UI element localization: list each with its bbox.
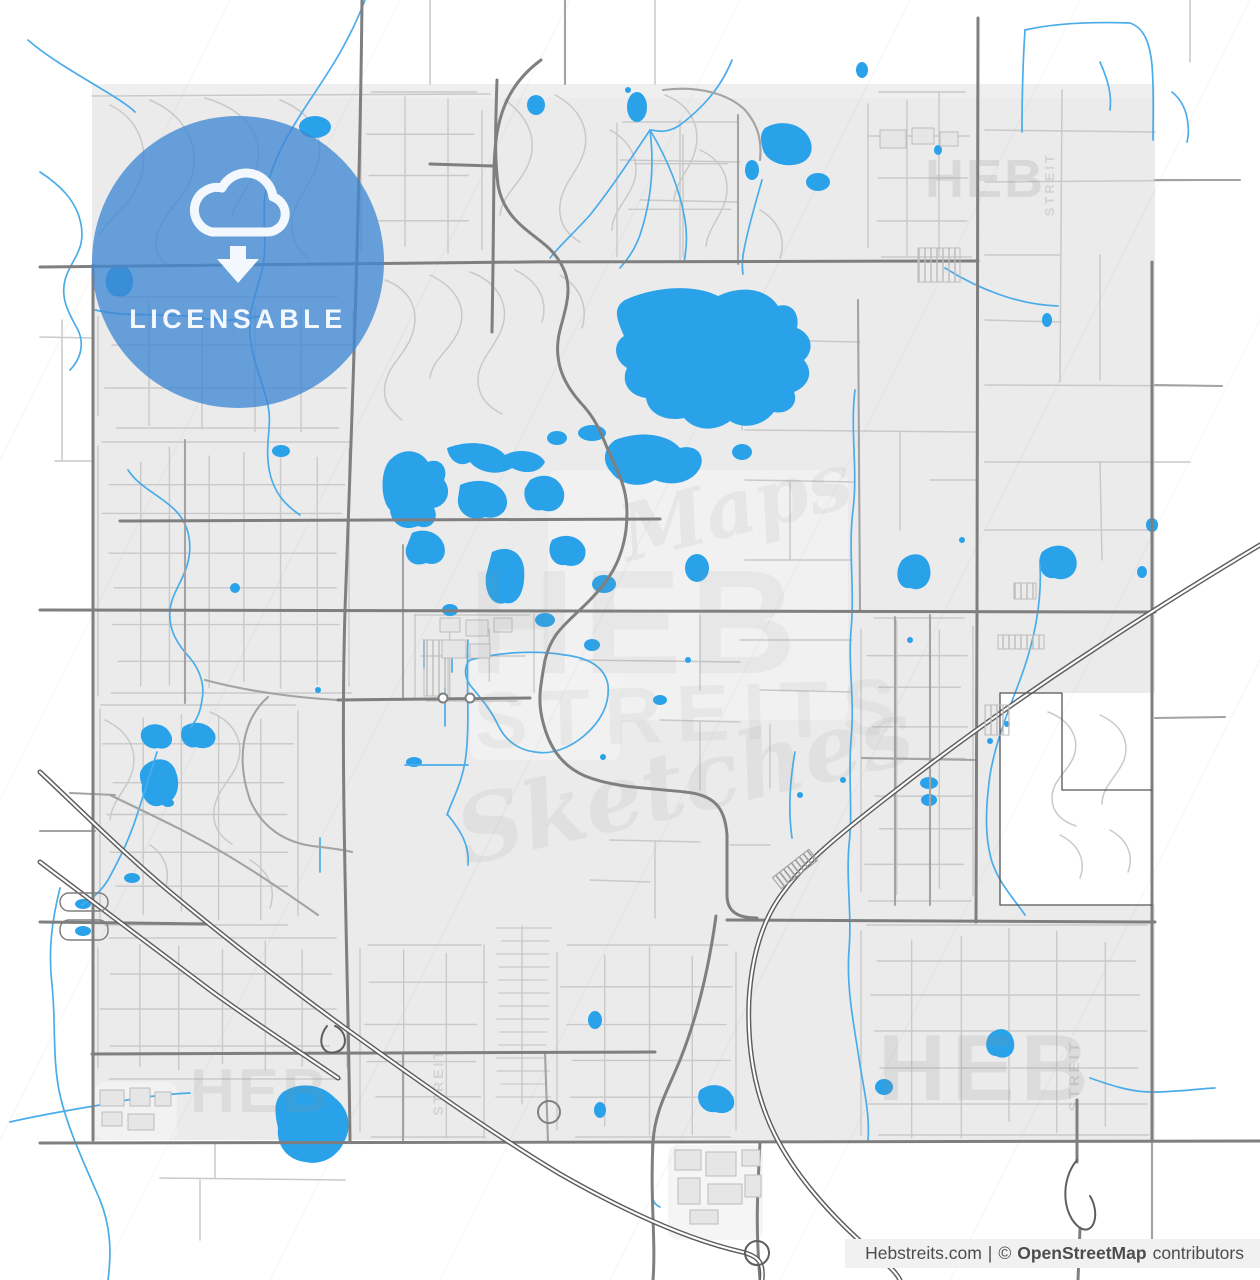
footer-attribution: OpenStreetMap <box>1017 1243 1147 1263</box>
footer-site: Hebstreits.com <box>865 1243 982 1263</box>
licensable-badge[interactable]: LICENSABLE <box>92 116 384 408</box>
highway-layer <box>37 542 1260 1280</box>
badge-label: LICENSABLE <box>129 304 347 334</box>
roundabouts <box>437 692 476 704</box>
attribution-footer: Hebstreits.com | © OpenStreetMap contrib… <box>845 1239 1260 1268</box>
parking-and-rail-layer <box>423 247 1045 890</box>
medium-roads-layer <box>38 0 1242 1242</box>
footer-copyright: © <box>998 1243 1012 1263</box>
footer-suffix: contributors <box>1152 1243 1244 1263</box>
buildings-layer <box>99 127 959 1225</box>
cloud-download-icon <box>189 168 290 283</box>
boundary-layer <box>999 692 1153 906</box>
footer-divider: | <box>987 1243 993 1263</box>
